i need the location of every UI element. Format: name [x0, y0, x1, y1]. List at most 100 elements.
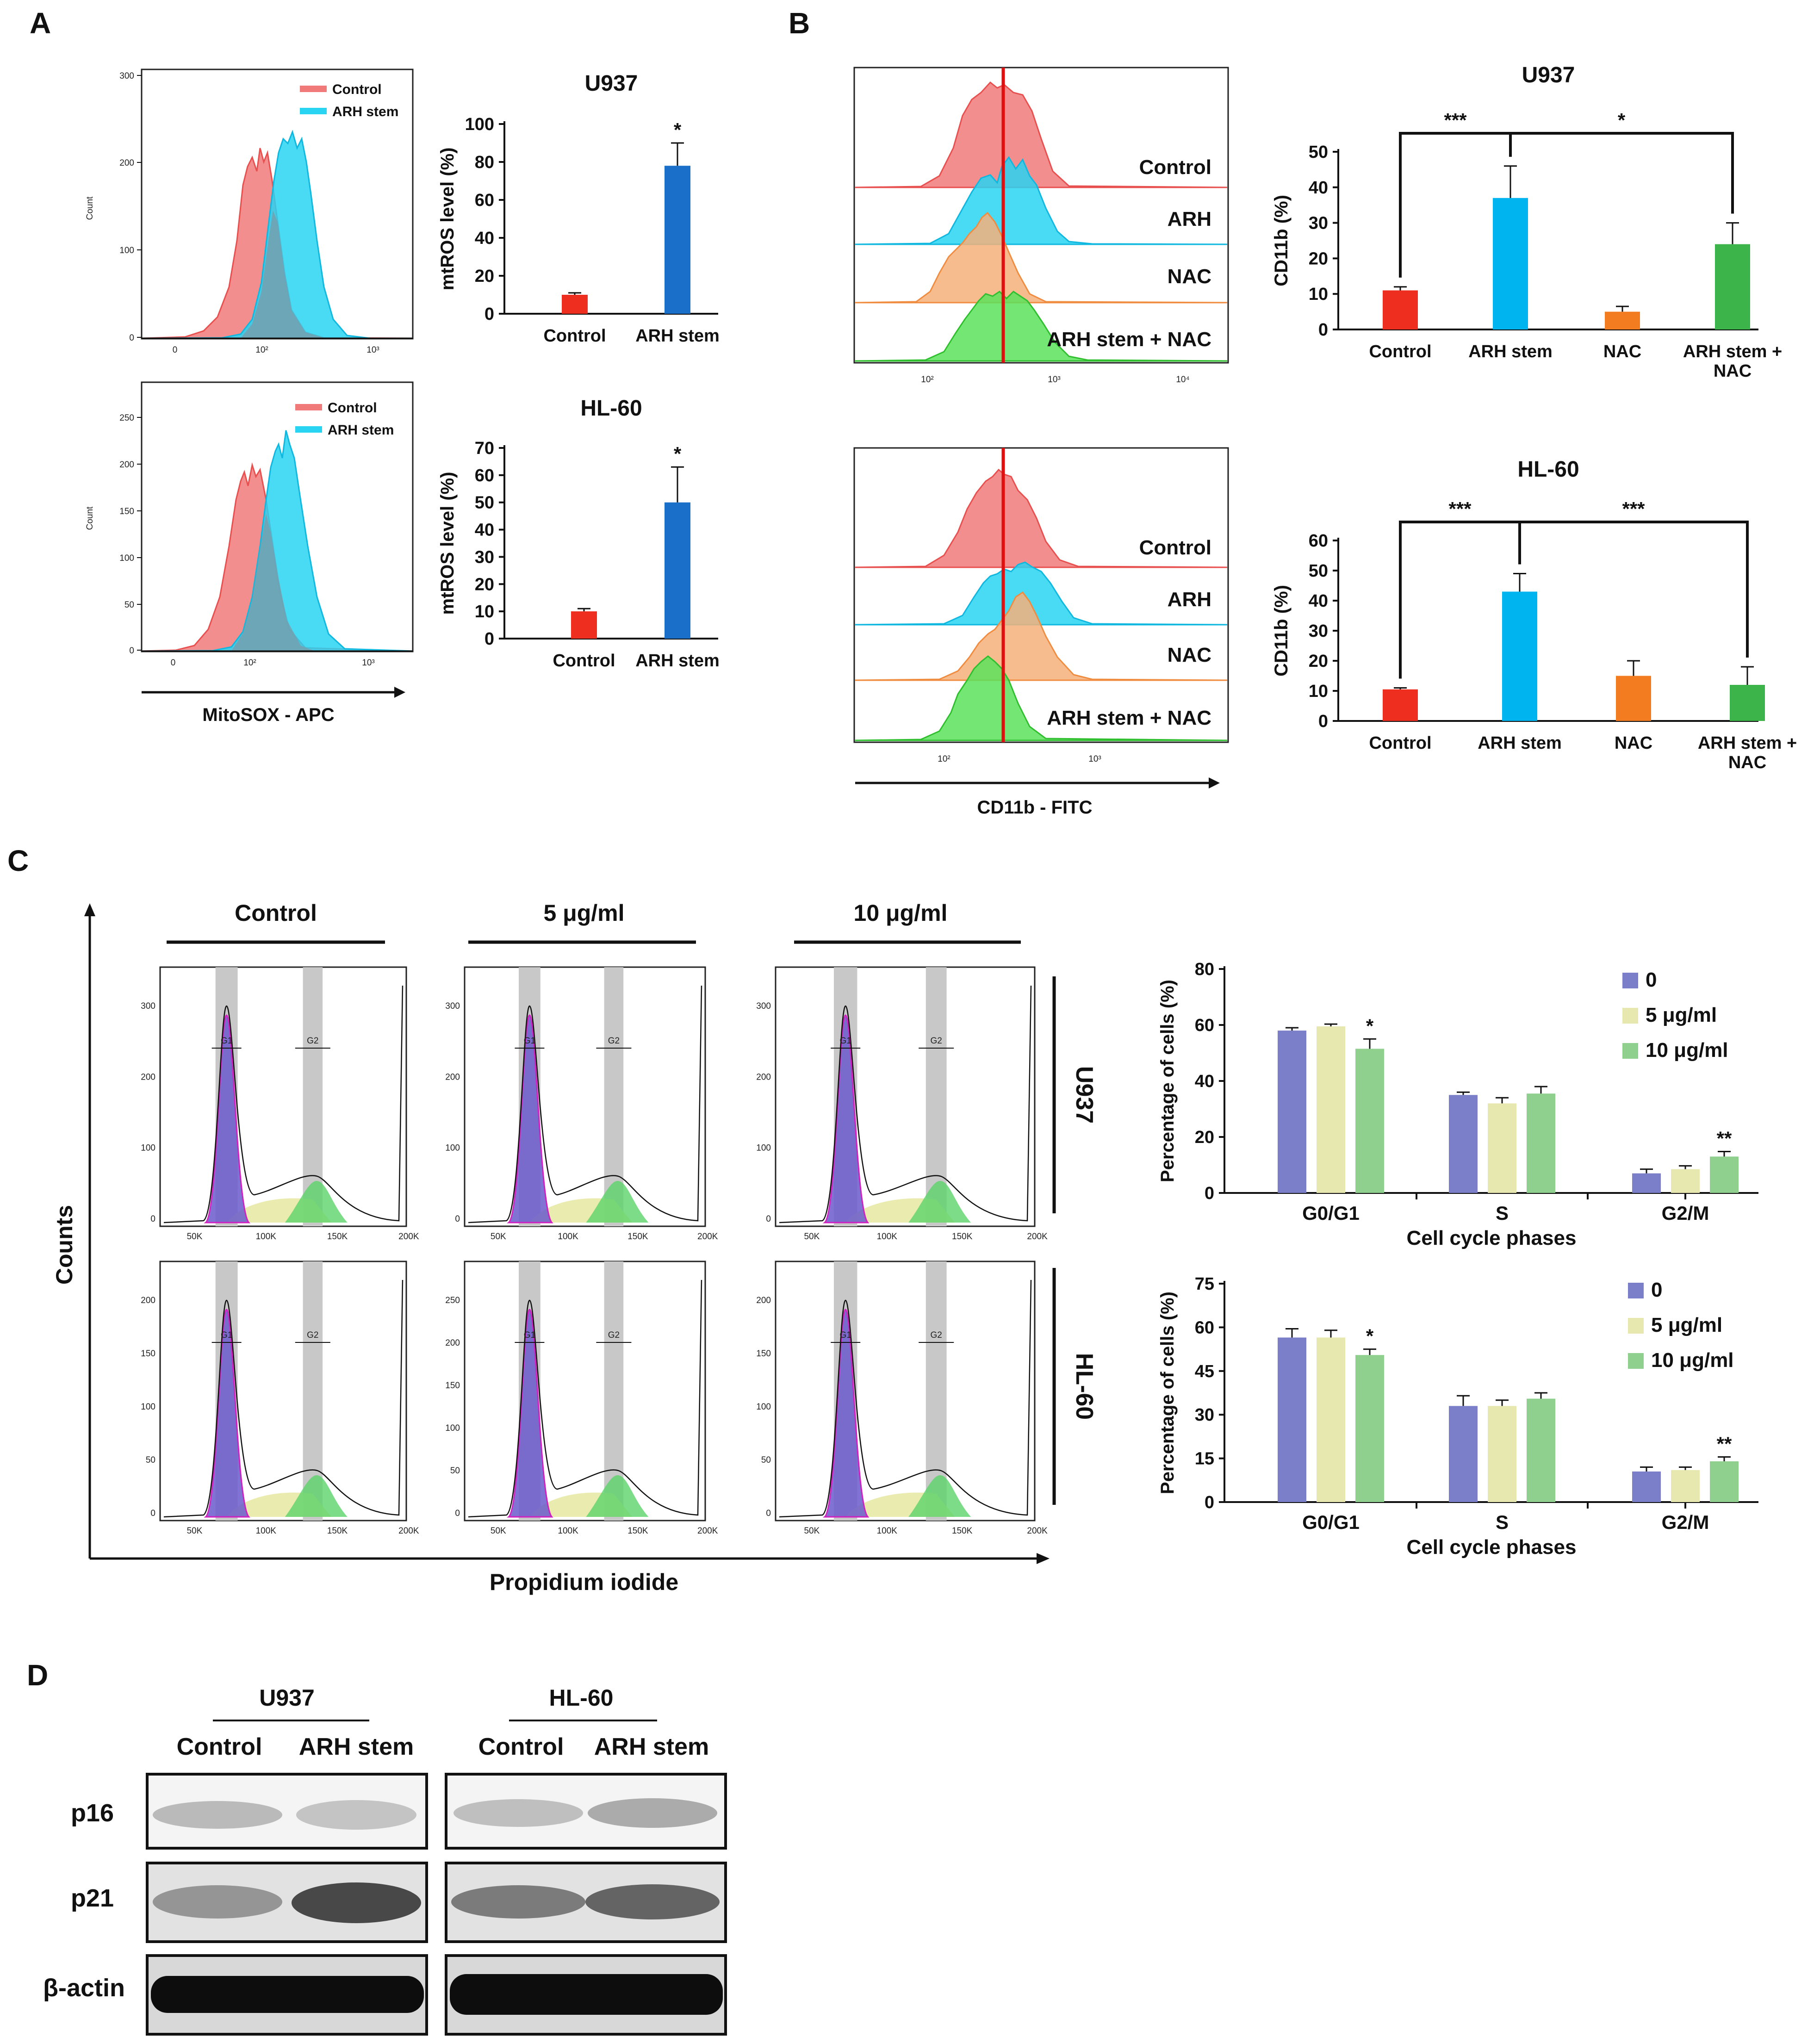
- chart-c-u937: 0 20 40 60 80 Percentage of cells (%) G0/G1 S G2…: [1157, 960, 1758, 1249]
- bar: [1383, 689, 1418, 721]
- tick: 250: [119, 413, 134, 423]
- tick: 10³: [1088, 754, 1101, 764]
- y-tick-label: 50: [1309, 561, 1328, 581]
- x-tick-label: 150K: [327, 1526, 348, 1536]
- bar: [1502, 591, 1537, 721]
- gate-label: G1: [221, 1036, 232, 1046]
- hist-label: ARH: [1168, 208, 1211, 230]
- y-tick-label: 50: [146, 1455, 155, 1465]
- condition-label: 10 μg/ml: [854, 900, 948, 926]
- histogram-frame: [775, 1261, 1036, 1522]
- x-tick-label: S: [1496, 1511, 1509, 1533]
- y-tick-label: 200: [141, 1296, 155, 1305]
- legend-label: 0: [1651, 1279, 1662, 1301]
- tick: 100: [119, 553, 134, 563]
- protein-label: β-actin: [43, 1974, 125, 2002]
- bar: [1355, 1049, 1384, 1193]
- y-tick-label: 10: [475, 602, 494, 621]
- lane-label: ARH stem: [299, 1733, 414, 1760]
- x-tick-label: 150K: [627, 1232, 648, 1242]
- x-tick-label: 50K: [491, 1526, 506, 1536]
- d-western-blot: U937 HL-60 Control ARH stem Control ARH …: [43, 1685, 727, 2036]
- y-tick-label: 20: [1195, 1128, 1214, 1147]
- bar: [1527, 1398, 1555, 1502]
- y-tick-label: 0: [455, 1509, 460, 1518]
- bar: [665, 502, 690, 639]
- legend-swatch: [1622, 1008, 1638, 1024]
- g1-peak: [822, 1309, 870, 1518]
- bar: [562, 295, 588, 314]
- y-tick-label: 45: [1195, 1362, 1214, 1381]
- legend-label: 10 μg/ml: [1651, 1349, 1734, 1372]
- panel-label-a: A: [30, 6, 51, 40]
- a-flow-ylabel: Count: [85, 196, 95, 220]
- gate-label: G2: [931, 1330, 942, 1340]
- band: [296, 1800, 416, 1830]
- a-flow-hl60: 250 200 150 100 50 0 Count 0 10² 10³ Con…: [85, 381, 414, 668]
- tick: 50: [124, 600, 134, 610]
- y-tick-label: 0: [150, 1214, 155, 1224]
- y-tick-label: 30: [1309, 621, 1328, 641]
- significance: ***: [1622, 498, 1645, 520]
- bar: [1317, 1337, 1345, 1502]
- bar: [1671, 1470, 1700, 1502]
- y-tick-label: 100: [141, 1402, 155, 1412]
- b-xaxis-label: CD11b - FITC: [977, 797, 1093, 818]
- bar: [1710, 1461, 1739, 1502]
- cycle-histogram: G1 G2 50K 100K 150K 200K 300 200 100 0: [141, 966, 419, 1242]
- y-tick-label: 40: [475, 521, 494, 540]
- y-tick-label: 40: [475, 229, 494, 248]
- y-tick-label: 200: [756, 1296, 771, 1305]
- x-tick-label: 150K: [952, 1526, 973, 1536]
- significance: *: [1366, 1015, 1374, 1037]
- y-axis-label: mtROS level (%): [437, 472, 458, 615]
- x-tick-label: 100K: [256, 1232, 277, 1242]
- x-tick-label: 100K: [256, 1526, 277, 1536]
- panel-label-b: B: [789, 6, 810, 40]
- y-axis-label: mtROS level (%): [437, 148, 458, 291]
- hist-label: ARH stem + NAC: [1047, 328, 1211, 351]
- band: [153, 1885, 282, 1919]
- x-tick-label: 200K: [697, 1526, 718, 1536]
- y-tick-label: 150: [141, 1349, 155, 1359]
- bar: [1355, 1355, 1384, 1502]
- bar: [1730, 685, 1765, 721]
- significance: *: [674, 119, 682, 141]
- a-flow-u937: 300 200 100 0 Count 0 10² 10³ Control AR…: [85, 68, 414, 355]
- band: [588, 1798, 717, 1828]
- tick: 200: [119, 460, 134, 470]
- bar: [1616, 676, 1651, 721]
- bar: [1632, 1173, 1661, 1193]
- hist-label: Control: [1139, 536, 1211, 559]
- x-tick-label: G2/M: [1662, 1511, 1709, 1533]
- cycle-histogram: G1 G2 50K 100K 150K 200K 250 200 150 100 50 0: [445, 1261, 718, 1536]
- significance-bracket: [1399, 521, 1521, 679]
- y-tick-label: 20: [475, 575, 494, 594]
- y-tick-label: 40: [1309, 178, 1328, 198]
- chart-title: U937: [1522, 63, 1575, 87]
- y-tick-label: 0: [766, 1214, 771, 1224]
- y-tick-label: 100: [756, 1143, 771, 1153]
- y-tick-label: 50: [761, 1455, 771, 1465]
- bar: [1715, 244, 1750, 329]
- a-xaxis-label: MitoSOX - APC: [202, 705, 334, 725]
- g2-peak: [908, 1181, 971, 1223]
- x-tick-label: Control: [1369, 342, 1431, 361]
- legend-swatch: [1628, 1353, 1644, 1369]
- legend-label: 5 μg/ml: [1646, 1004, 1717, 1026]
- g2-peak: [285, 1475, 348, 1517]
- legend-label: ARH stem: [332, 104, 398, 119]
- lane-label: Control: [478, 1733, 564, 1760]
- significance: ***: [1444, 109, 1467, 131]
- a-u937-overlap: [241, 211, 324, 338]
- tick: 0: [129, 646, 134, 656]
- tick: 10³: [362, 658, 374, 668]
- y-tick-label: 0: [485, 629, 494, 649]
- y-tick-label: 70: [475, 439, 494, 458]
- g1-peak: [822, 1014, 870, 1223]
- lane-label: ARH stem: [594, 1733, 709, 1760]
- g2-peak: [586, 1181, 649, 1223]
- y-tick-label: 100: [445, 1423, 460, 1433]
- panel-label-d: D: [27, 1658, 48, 1692]
- bar: [1493, 198, 1528, 329]
